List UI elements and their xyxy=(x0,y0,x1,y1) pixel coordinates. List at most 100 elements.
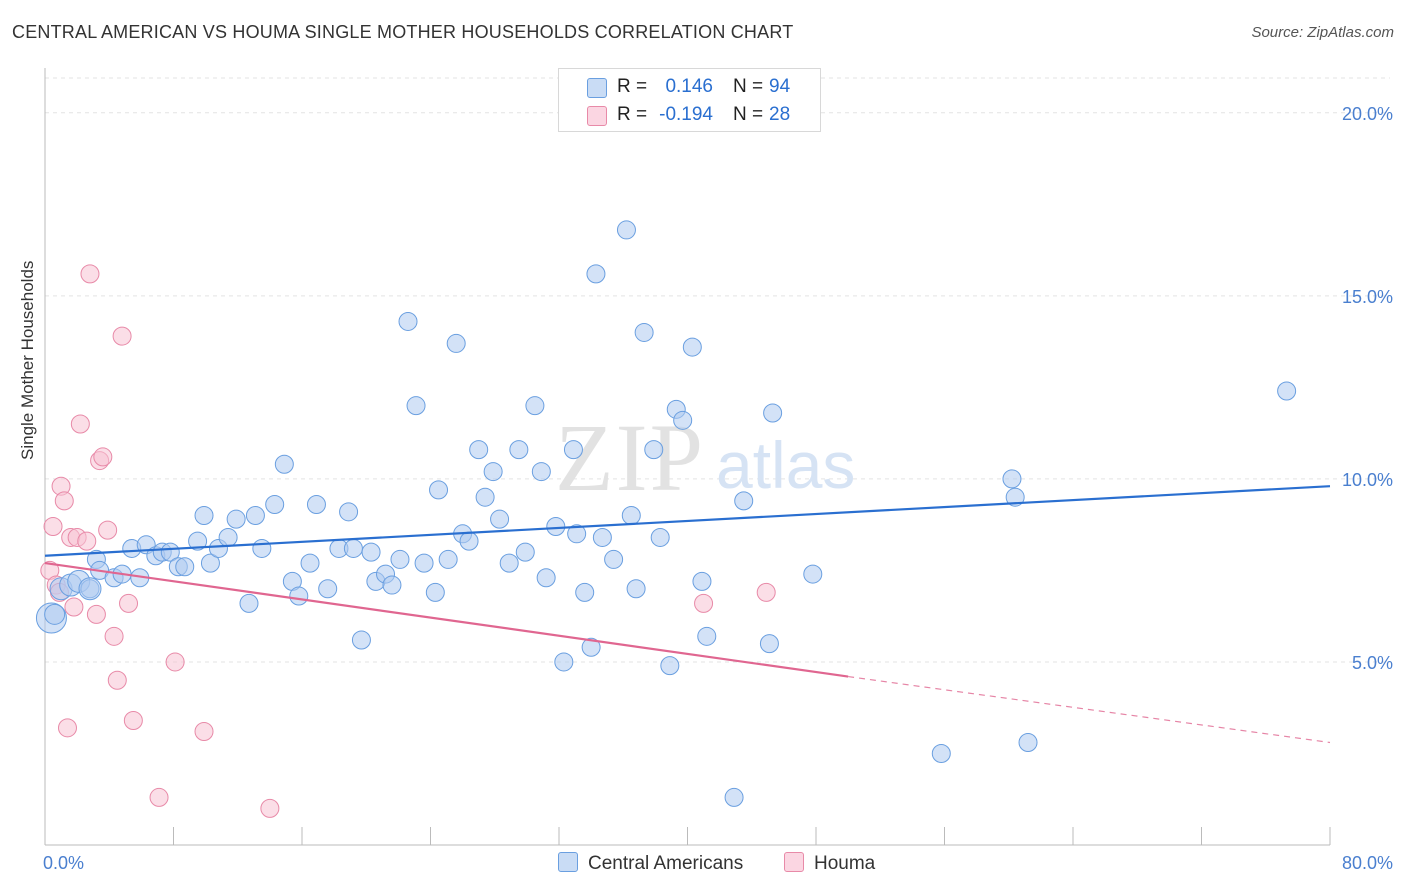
point-central-americans xyxy=(531,462,551,482)
point-central-americans xyxy=(274,454,294,474)
chart-title: CENTRAL AMERICAN VS HOUMA SINGLE MOTHER … xyxy=(12,22,794,42)
point-central-americans xyxy=(483,462,503,482)
point-central-americans xyxy=(239,593,259,613)
point-central-americans xyxy=(803,564,823,584)
legend-swatch-central-americans xyxy=(558,852,578,872)
point-houma xyxy=(107,670,127,690)
point-central-americans xyxy=(604,549,624,569)
point-houma xyxy=(86,604,106,624)
trend-line-houma-extension xyxy=(848,675,1331,744)
legend-label-central-americans: Central Americans xyxy=(588,853,744,874)
point-central-americans xyxy=(536,568,556,588)
point-central-americans xyxy=(200,553,220,573)
point-central-americans xyxy=(160,542,180,562)
point-central-americans xyxy=(361,542,381,562)
legend-n-value: 28 xyxy=(769,104,791,125)
x-tick-label: 80.0% xyxy=(1342,853,1393,873)
point-central-americans xyxy=(339,502,359,522)
point-central-americans xyxy=(226,509,246,529)
point-central-americans xyxy=(382,575,402,595)
axes xyxy=(44,68,1331,846)
point-central-americans xyxy=(1002,469,1022,489)
point-central-americans xyxy=(1005,487,1025,507)
point-central-americans xyxy=(343,538,363,558)
legend-swatch-houma xyxy=(784,852,804,872)
point-central-americans xyxy=(490,509,510,529)
point-houma xyxy=(80,264,100,284)
point-central-americans xyxy=(626,579,646,599)
grid-lines xyxy=(45,77,1390,663)
point-central-americans xyxy=(650,527,670,547)
point-central-americans xyxy=(567,524,587,544)
point-central-americans xyxy=(475,487,495,507)
legend-r-value: -0.194 xyxy=(659,104,713,125)
point-houma xyxy=(64,597,84,617)
point-houma xyxy=(112,326,132,346)
point-central-americans xyxy=(390,549,410,569)
point-houma xyxy=(260,798,280,818)
legend-r-label: R = xyxy=(617,104,648,125)
point-central-americans xyxy=(621,506,641,526)
legend-item-houma: Houma xyxy=(784,852,875,875)
point-central-americans xyxy=(194,506,214,526)
point-houma xyxy=(756,582,776,602)
point-central-americans xyxy=(616,220,636,240)
point-central-americans xyxy=(44,603,66,625)
point-houma xyxy=(165,652,185,672)
legend-n-label: N = xyxy=(733,104,764,125)
point-central-americans xyxy=(218,527,238,547)
point-central-americans xyxy=(634,322,654,342)
y-tick-label: 15.0% xyxy=(1342,287,1393,307)
point-central-americans xyxy=(252,538,272,558)
watermark-atlas: atlas xyxy=(716,428,855,502)
legend-r-label: R = xyxy=(617,76,648,97)
legend-swatch-central-americans xyxy=(587,78,607,98)
point-central-americans xyxy=(763,403,783,423)
point-houma xyxy=(149,787,169,807)
point-houma xyxy=(98,520,118,540)
point-central-americans xyxy=(1277,381,1297,401)
point-central-americans xyxy=(289,586,309,606)
legend-row-central-americans: R = 0.146 N = 94 xyxy=(559,73,820,101)
point-central-americans xyxy=(546,516,566,536)
legend-r-value: 0.146 xyxy=(665,76,713,97)
legend-swatch-houma xyxy=(587,106,607,126)
y-tick-label: 20.0% xyxy=(1342,104,1393,124)
point-central-americans xyxy=(318,579,338,599)
series-houma xyxy=(40,264,776,818)
point-central-americans xyxy=(682,337,702,357)
point-houma xyxy=(57,718,77,738)
point-houma xyxy=(93,447,113,467)
legend-row-houma: R = -0.194 N = 28 xyxy=(559,101,820,129)
series-central-americans xyxy=(35,220,1297,807)
point-houma xyxy=(104,626,124,646)
tick-labels: 5.0% 10.0% 15.0% 20.0% 0.0% 80.0% xyxy=(43,104,1393,873)
trend-line-central-americans xyxy=(44,485,1331,557)
y-tick-label: 10.0% xyxy=(1342,470,1393,490)
point-central-americans xyxy=(592,527,612,547)
point-central-americans xyxy=(351,630,371,650)
point-central-americans xyxy=(515,542,535,562)
x-tick-label: 0.0% xyxy=(43,853,84,873)
point-central-americans xyxy=(406,396,426,416)
point-central-americans xyxy=(692,571,712,591)
point-central-americans xyxy=(697,626,717,646)
correlation-legend: R = 0.146 N = 94 R = -0.194 N = 28 xyxy=(558,68,821,132)
point-houma xyxy=(43,516,63,536)
point-central-americans xyxy=(425,582,445,602)
point-central-americans xyxy=(398,311,418,331)
point-central-americans xyxy=(446,333,466,353)
point-central-americans xyxy=(265,495,285,515)
point-central-americans xyxy=(554,652,574,672)
point-central-americans xyxy=(724,787,744,807)
point-central-americans xyxy=(499,553,519,573)
chart-source: Source: ZipAtlas.com xyxy=(1251,24,1394,41)
trend-line-houma xyxy=(44,562,849,678)
point-central-americans xyxy=(563,440,583,460)
y-tick-label: 5.0% xyxy=(1352,653,1393,673)
point-central-americans xyxy=(175,557,195,577)
point-central-americans xyxy=(188,531,208,551)
point-central-americans xyxy=(469,440,489,460)
point-central-americans xyxy=(644,440,664,460)
